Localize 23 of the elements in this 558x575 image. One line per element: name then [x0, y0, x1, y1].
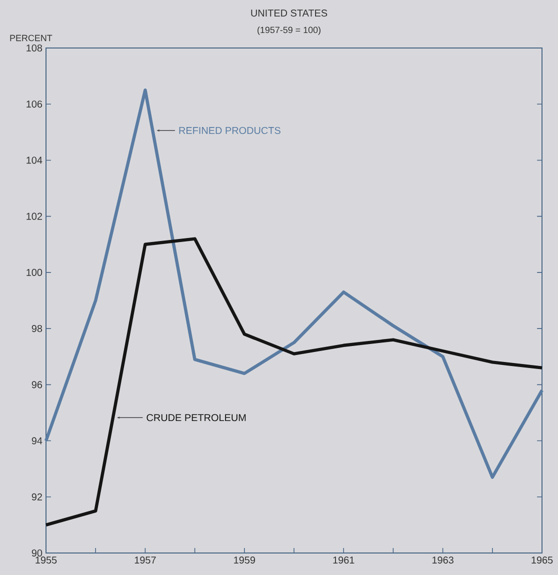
- x-tick-label: 1961: [333, 556, 354, 564]
- y-tick-label: 104: [26, 156, 42, 164]
- line-series: [44, 237, 544, 527]
- y-tick-label: 96: [32, 381, 42, 388]
- y-tick-label: 108: [26, 44, 42, 52]
- chart-title: UNITED STATES: [251, 10, 328, 17]
- x-tick-label: 1959: [234, 556, 256, 564]
- text: CRUDE PETROLEUM: [146, 414, 246, 422]
- chart-subtitle: (1957-59 = 100): [258, 26, 320, 35]
- y-tick-label: 98: [32, 325, 42, 332]
- y-tick-label: 102: [26, 212, 42, 220]
- y-tick-label: 106: [26, 100, 42, 108]
- text: REFINED PRODUCTS: [179, 126, 280, 134]
- x-tick-label: 1965: [532, 556, 553, 564]
- y-axis-title: PERCENT: [10, 34, 52, 42]
- y-tick-label: 90: [32, 549, 42, 557]
- x-tick-label: 1957: [134, 556, 156, 564]
- y-tick-label: 94: [32, 437, 42, 444]
- y-tick-label: 92: [32, 493, 42, 500]
- x-tick-label: 1963: [432, 556, 454, 564]
- x-tick-label: 1955: [36, 556, 57, 564]
- y-tick-label: 100: [26, 268, 42, 276]
- line-series: [44, 88, 544, 479]
